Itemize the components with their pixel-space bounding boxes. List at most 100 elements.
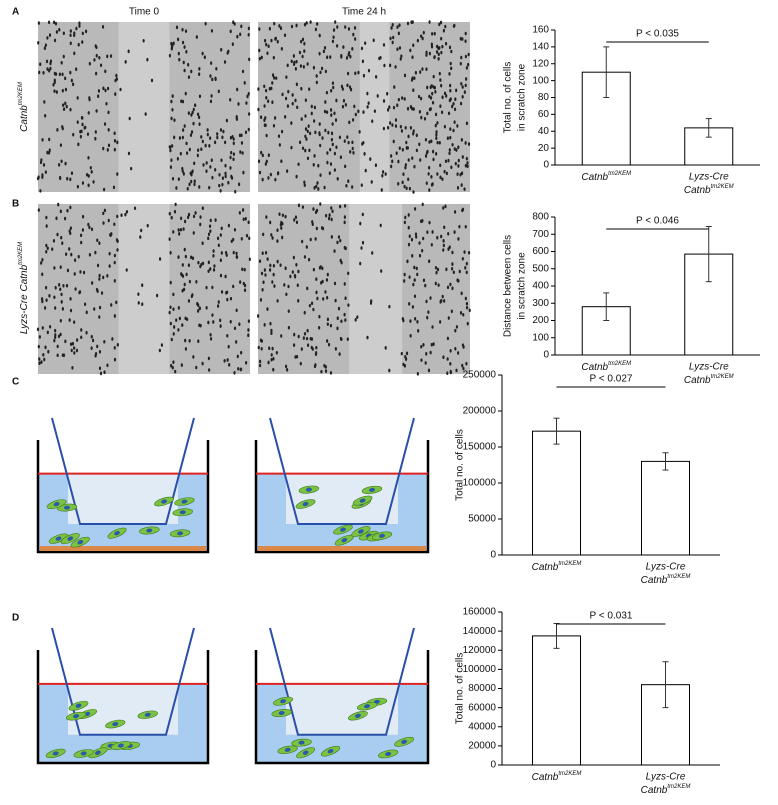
cell-dot [178,136,182,140]
cell-dot [211,313,214,317]
cell-dot [330,235,333,239]
cell-dot [47,349,50,354]
cell-dot [173,325,176,329]
cell-dot [333,168,336,172]
cell-dot [276,228,279,232]
cell-dot [416,38,419,43]
cell-dot [258,259,262,263]
y-tick-label: 700 [532,229,549,240]
cell-dot [183,45,186,49]
cell-dot [441,294,444,299]
cell-dot [420,96,423,101]
cell-dot [222,129,225,134]
cell-dot [432,157,435,162]
cell-dot [190,255,193,260]
cell-nucleus [341,538,348,543]
cell-dot [331,39,335,44]
cell-dot [397,159,400,164]
cell-dot [295,82,298,87]
cell-dot [187,263,190,267]
cell-nucleus [63,505,70,510]
cell-dot [423,116,427,121]
cell-dot [287,309,290,313]
y-axis-label: Total no. of cells [455,653,466,725]
cell-dot [404,355,407,359]
label: Catnbtm2KEM [18,82,30,132]
migrating-cell [137,710,158,719]
cell-dot [223,359,226,363]
cell-dot [272,356,275,361]
cell-dot [61,241,64,246]
cell-dot [133,206,137,211]
cell-dot [354,71,357,76]
cell-dot [199,264,202,269]
cell-dot [266,307,269,311]
cell-dot [42,163,46,167]
cell-dot [281,92,284,97]
cell-dot [315,350,318,355]
cell-dot [349,87,353,92]
label: Catnbtm2KEM [684,374,734,386]
cell-dot [64,339,67,344]
migrating-cell [60,533,80,545]
cell-dot [286,169,289,173]
column-label: Time 24 h [342,7,386,18]
cell-dot [391,40,394,45]
cell-dot [196,153,199,158]
cell-dot [354,318,357,322]
cell-dot [172,292,175,297]
cell-dot [418,241,421,245]
cell-dot [409,48,412,53]
cell-dot [115,300,118,305]
cell-dot [450,66,453,71]
cell-dot [455,368,458,373]
cell-dot [467,62,470,67]
cell-dot [95,71,98,76]
cell-dot [178,316,181,321]
cell-dot [465,361,468,366]
cell-dot [439,163,442,168]
cell-dot [113,357,117,362]
cell-dot [432,85,435,89]
cell-dot [75,67,78,72]
cell-dot [325,278,329,282]
cell-dot [293,218,296,222]
cell-dot [374,163,378,167]
cell-dot [190,294,193,299]
cell-dot [209,165,212,169]
cell-dot [329,371,333,375]
migrating-cell [348,711,368,721]
cell-dot [404,165,407,170]
cell-nucleus [305,487,312,492]
y-tick-label: 80000 [468,683,496,694]
cell-dot [233,371,236,375]
cell-dot [279,26,283,30]
cell-dot [360,46,364,51]
cell-dot [428,94,431,99]
cell-dot [334,20,337,24]
cell-dot [280,220,283,225]
y-tick-label: 100 [532,75,549,86]
cell-dot [207,260,210,265]
cell-dot [100,291,104,295]
cell-dot [48,68,51,73]
cell-dot [310,301,314,306]
label-sup: tm2KEM [608,171,631,177]
cell-dot [69,205,72,210]
cell-dot [53,266,56,270]
cell-dot [238,322,241,327]
cell-dot [216,236,220,241]
cell-dot [196,309,200,313]
cell-dot [430,242,433,247]
cell-dot [211,175,214,180]
cell-dot [168,211,171,216]
cell-dot [382,43,386,47]
y-tick-label: 200 [532,315,549,326]
cell-dot [105,101,108,106]
cell-dot [107,143,111,148]
cell-dot [405,186,408,191]
cell-dot [140,228,143,233]
cell-dot [260,271,264,276]
cell-dot [460,55,463,60]
cell-dot [431,32,434,36]
